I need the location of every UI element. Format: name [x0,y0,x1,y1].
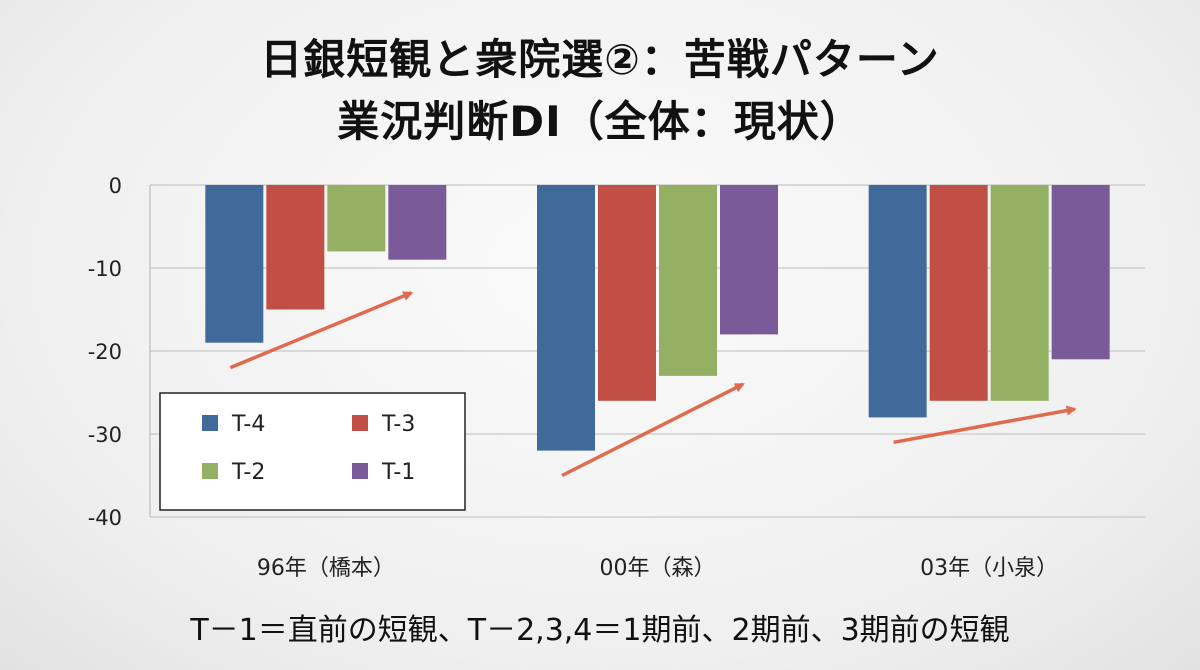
x-category-label: 96年（橋本） [257,556,395,581]
legend-swatch-t-1 [352,463,368,479]
bar-t-3-1 [598,185,656,401]
bar-t-3-0 [266,185,325,310]
bar-t-1-1 [720,185,778,335]
bar-t-1-0 [388,185,447,260]
y-axis: 0 -10 -20 -30 -40 [88,174,151,530]
y-tick-label: 0 [109,174,122,198]
x-axis-labels: 96年（橋本） 00年（森） 03年（小泉） [257,556,1058,581]
bar-t-1-2 [1051,185,1110,360]
bars [205,185,1110,451]
legend-label-t-4: T-4 [231,412,265,437]
trend-arrows [229,291,1077,478]
chart-title-line2: 業況判断DI（全体：現状） [337,97,863,146]
chart-title-line1: 日銀短観と衆院選②：苦戦パターン [260,35,940,84]
x-category-label: 03年（小泉） [920,556,1058,581]
legend-swatch-t-2 [202,463,218,479]
y-tick-label: -20 [88,340,122,364]
bar-t-3-2 [929,185,988,401]
legend-box [159,392,466,511]
bar-t-2-0 [327,185,386,252]
legend-label-t-2: T-2 [231,460,265,485]
y-tick-label: -10 [88,257,122,281]
legend-label-t-1: T-1 [381,460,415,485]
legend-swatch-t-3 [352,415,368,431]
legend: T-4 T-3 T-2 T-1 [159,392,466,511]
trend-arrow-2 [893,405,1077,445]
footnote: T－1＝直前の短観、T－2,3,4＝1期前、2期前、3期前の短観 [190,613,1010,648]
legend-swatch-t-4 [202,415,218,431]
trend-arrow-0 [229,291,414,370]
y-tick-label: -40 [88,506,122,530]
x-category-label: 00年（森） [600,556,716,581]
bar-t-4-2 [868,185,927,418]
bar-t-4-1 [537,185,595,451]
y-tick-label: -30 [88,423,122,447]
bar-t-2-1 [659,185,717,376]
legend-label-t-3: T-3 [381,412,415,437]
bar-t-2-2 [990,185,1049,401]
bar-chart: 0-10-20-30-40 96年（橋本） 00年（森） 03年（小泉） T-4 T-… [88,174,1145,581]
bar-t-4-0 [205,185,264,343]
trend-arrow-1 [561,382,745,478]
